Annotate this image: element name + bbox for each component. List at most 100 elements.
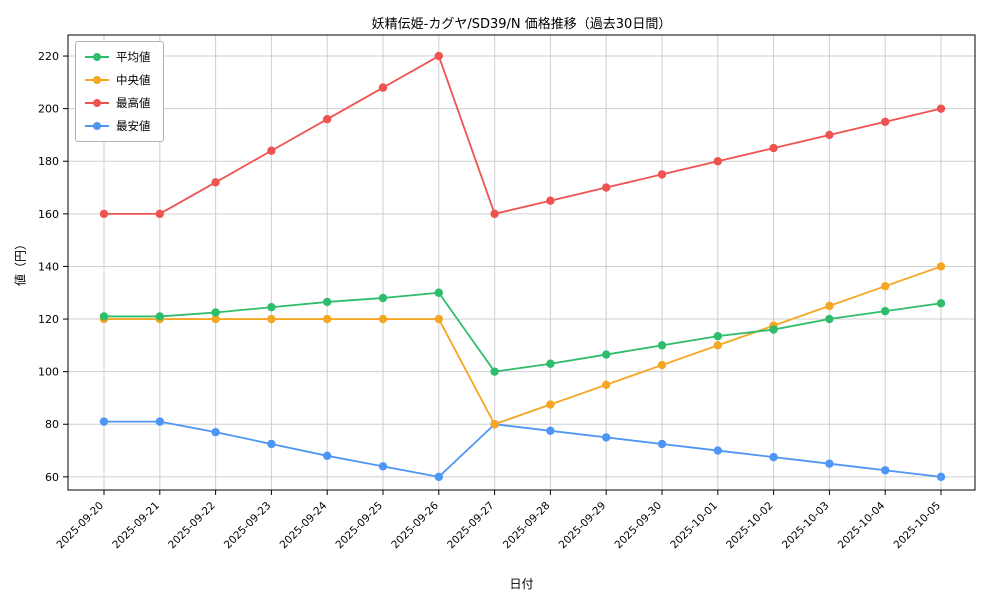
- y-tick-label: 140: [38, 260, 59, 273]
- series-marker-0: [434, 288, 443, 297]
- series-marker-3: [713, 446, 722, 455]
- series-marker-1: [323, 314, 332, 324]
- series-marker-3: [769, 452, 778, 462]
- series-marker-3: [267, 439, 276, 449]
- legend-label: 最安値: [116, 119, 151, 133]
- series-marker-1: [546, 400, 555, 409]
- series-marker-2: [490, 209, 499, 219]
- series-marker-1: [881, 281, 890, 291]
- x-tick-label: 2025-09-29: [557, 500, 609, 552]
- series-marker-3: [378, 462, 388, 471]
- y-tick-label: 160: [38, 208, 59, 221]
- legend-label: 中央値: [116, 73, 151, 87]
- series-marker-1: [378, 314, 388, 324]
- x-axis-label: 日付: [509, 577, 534, 591]
- series-line-3: [104, 420, 942, 478]
- series-marker-0: [378, 293, 388, 303]
- series-marker-3: [602, 433, 611, 442]
- y-tick-label: 200: [38, 103, 59, 116]
- series-marker-0: [490, 367, 499, 376]
- x-tick-label: 2025-10-04: [836, 499, 888, 551]
- series-marker-1: [657, 360, 667, 370]
- legend-marker-icon: [85, 52, 109, 62]
- legend-marker-icon: [85, 121, 109, 131]
- series-marker-2: [434, 51, 443, 61]
- series-marker-2: [211, 178, 220, 187]
- series-marker-2: [267, 146, 276, 155]
- series-line-0: [104, 291, 942, 373]
- legend-label: 最高値: [116, 96, 151, 110]
- series-marker-2: [99, 209, 109, 219]
- x-tick-label: 2025-09-27: [445, 500, 497, 552]
- y-axis-label: 値（円）: [13, 237, 28, 287]
- plot-border: [67, 34, 976, 491]
- legend: 平均値中央値最高値最安値: [75, 41, 164, 142]
- x-tick-label: 2025-09-30: [612, 500, 664, 552]
- legend-item-0: 平均値: [85, 49, 151, 65]
- series-marker-1: [602, 380, 611, 389]
- series-marker-1: [490, 420, 499, 429]
- y-tick-label: 120: [38, 313, 59, 326]
- series-marker-0: [267, 303, 276, 312]
- chart-title: 妖精伝姫-カグヤ/SD39/N 価格推移（過去30日間）: [371, 17, 672, 32]
- x-tick-label: 2025-10-01: [668, 500, 720, 552]
- series-line-2: [104, 55, 942, 215]
- series-marker-3: [323, 451, 332, 461]
- x-tick-label: 2025-09-21: [110, 500, 162, 552]
- x-tick-label: 2025-09-25: [333, 500, 385, 552]
- series-marker-0: [825, 314, 834, 324]
- series-marker-2: [713, 157, 722, 166]
- series-marker-0: [769, 325, 778, 334]
- legend-label: 平均値: [116, 50, 151, 64]
- series-marker-0: [881, 306, 890, 316]
- series-marker-0: [99, 312, 109, 321]
- series-marker-0: [713, 331, 722, 341]
- series-marker-3: [99, 417, 109, 426]
- series-marker-3: [546, 426, 555, 436]
- x-tick-label: 2025-10-02: [724, 500, 776, 552]
- x-tick-label: 2025-09-28: [501, 500, 553, 552]
- series-marker-1: [825, 301, 834, 311]
- x-tick-label: 2025-09-22: [166, 500, 218, 552]
- series-marker-2: [881, 117, 890, 126]
- series-marker-0: [323, 297, 332, 307]
- y-tick-label: 180: [38, 155, 59, 168]
- legend-item-2: 最高値: [85, 95, 151, 111]
- series-marker-0: [546, 359, 555, 368]
- series-marker-2: [546, 196, 555, 205]
- series-marker-2: [155, 209, 164, 219]
- series-marker-2: [825, 130, 834, 140]
- series-marker-1: [936, 262, 946, 271]
- x-tick-label: 2025-10-03: [780, 500, 832, 552]
- series-marker-1: [434, 314, 443, 324]
- series-marker-2: [936, 104, 946, 113]
- series-marker-1: [211, 314, 220, 324]
- series-marker-3: [657, 439, 667, 449]
- series-marker-2: [378, 83, 388, 92]
- y-tick-label: 220: [38, 50, 59, 63]
- series-marker-2: [602, 183, 611, 192]
- x-tick-label: 2025-09-26: [389, 499, 441, 551]
- x-tick-label: 2025-09-20: [54, 500, 106, 552]
- legend-item-3: 最安値: [85, 118, 151, 134]
- series-marker-0: [155, 312, 164, 321]
- series-marker-0: [657, 341, 667, 350]
- legend-marker-icon: [85, 75, 109, 85]
- series-marker-2: [657, 170, 667, 179]
- series-marker-2: [323, 114, 332, 124]
- series-marker-1: [267, 314, 276, 324]
- series-marker-3: [155, 417, 164, 426]
- series-marker-3: [825, 459, 834, 468]
- series-marker-1: [713, 341, 722, 350]
- series-marker-3: [434, 472, 443, 482]
- x-tick-label: 2025-09-23: [222, 500, 274, 552]
- x-tick-label: 2025-09-24: [278, 499, 330, 551]
- series-marker-3: [936, 472, 946, 482]
- series-marker-3: [881, 466, 890, 475]
- series-line-1: [104, 265, 942, 426]
- y-tick-label: 80: [45, 418, 59, 431]
- series-marker-0: [936, 299, 946, 308]
- series-marker-2: [769, 143, 778, 153]
